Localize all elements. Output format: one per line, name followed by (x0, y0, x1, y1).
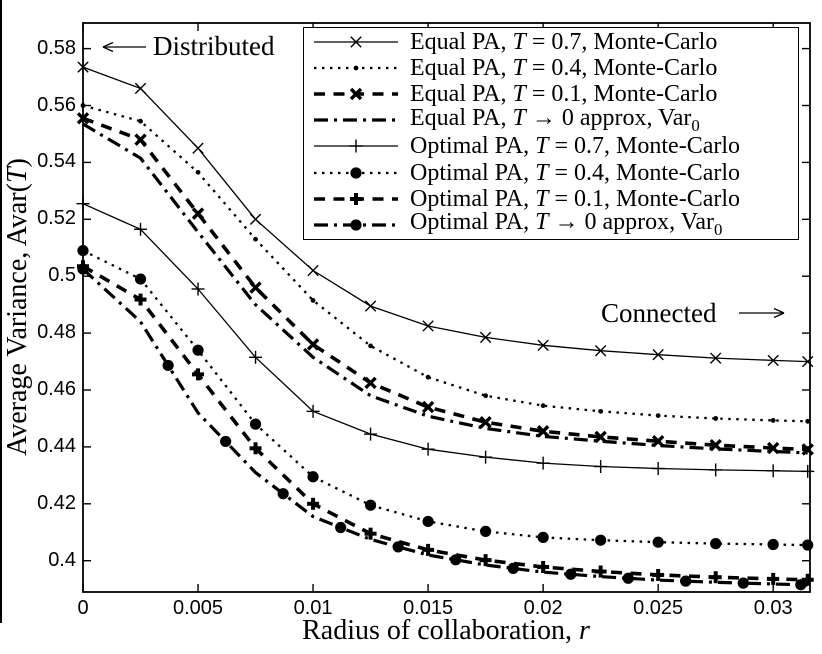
y-tick-label: 0.5 (48, 264, 76, 287)
legend-item: Optimal PA, T = 0.7, Monte-Carlo (310, 133, 798, 159)
x-tick-label: 0.01 (293, 597, 333, 619)
x-tick-label: 0.025 (633, 597, 684, 619)
y-tick-label: 0.44 (37, 434, 76, 457)
legend-sample-line (314, 166, 398, 179)
series-Optimal PA, T = 0.7, Monte-Carlo (76, 197, 815, 478)
series-Equal PA, T = 0.4, Monte-Carlo (80, 103, 811, 424)
y-tick-label: 0.54 (37, 150, 76, 173)
legend-label: Equal PA, T = 0.4, Monte-Carlo (410, 55, 718, 82)
legend-label: Equal PA, T = 0.7, Monte-Carlo (410, 29, 718, 56)
legend-label: Optimal PA, T = 0.1, Monte-Carlo (410, 185, 741, 212)
legend-item: Optimal PA, T = 0.1, Monte-Carlo (310, 186, 798, 212)
legend-item: Equal PA, T → 0 approx, Var0 (310, 105, 798, 135)
legend-label: Optimal PA, T = 0.4, Monte-Carlo (410, 159, 741, 186)
legend-sample-line (314, 118, 398, 122)
page-edge-line (0, 0, 2, 623)
legend-item: Optimal PA, T → 0 approx, Var0 (310, 209, 798, 240)
series-Equal PA, T = 0.1, Monte-Carlo (76, 112, 814, 456)
series-Equal PA, T = 0.7, Monte-Carlo (77, 61, 814, 368)
y-tick-label: 0.58 (37, 36, 76, 59)
legend-sample-line (314, 192, 398, 205)
x-tick-label: 0.015 (403, 597, 454, 619)
legend-box: Equal PA, T = 0.7, Monte-Carlo Equal PA, … (303, 27, 799, 240)
legend-item: Equal PA, T = 0.1, Monte-Carlo (310, 81, 798, 107)
annotation-arrows (102, 41, 785, 319)
y-axis-label: Average Variance, Avar(T) (2, 158, 33, 456)
x-tick-label: 0 (77, 597, 89, 619)
legend-sample-line (314, 65, 398, 71)
legend-sample-line (314, 88, 398, 101)
legend-item: Equal PA, T = 0.4, Monte-Carlo (310, 55, 798, 81)
legend-label: Optimal PA, T = 0.7, Monte-Carlo (410, 133, 741, 160)
y-tick-label: 0.42 (37, 491, 76, 514)
x-axis-label: Radius of collaboration, r (302, 615, 590, 646)
legend-label: Optimal PA, T → 0 approx, Var0 (410, 209, 723, 240)
legend-item: Equal PA, T = 0.7, Monte-Carlo (310, 29, 798, 55)
legend-sample-line (314, 219, 398, 231)
series-Optimal PA, T = 0.4, Monte-Carlo (77, 245, 814, 551)
series-Equal PA, T → 0 approx, Var_0 (82, 122, 808, 455)
y-tick-label: 0.52 (37, 207, 76, 230)
y-tick-label: 0.48 (37, 321, 76, 344)
x-tick-label: 0.02 (523, 597, 563, 619)
legend-sample-line (314, 139, 398, 153)
y-tick-label: 0.4 (48, 548, 76, 571)
x-tick-label: 0.005 (173, 597, 224, 619)
y-tick-label: 0.46 (37, 378, 76, 400)
legend-label: Equal PA, T → 0 approx, Var0 (410, 105, 700, 135)
x-tick-label: 0.03 (753, 597, 793, 619)
annotation-distributed: Distributed (153, 31, 275, 61)
legend-label: Equal PA, T = 0.1, Monte-Carlo (410, 81, 718, 108)
series-Optimal PA, T → 0 approx, Var_0 (77, 263, 808, 591)
legend-item: Optimal PA, T = 0.4, Monte-Carlo (310, 159, 798, 185)
legend-sample-line (314, 36, 398, 48)
y-tick-label: 0.56 (37, 93, 76, 116)
annotation-connected: Connected (601, 298, 717, 328)
